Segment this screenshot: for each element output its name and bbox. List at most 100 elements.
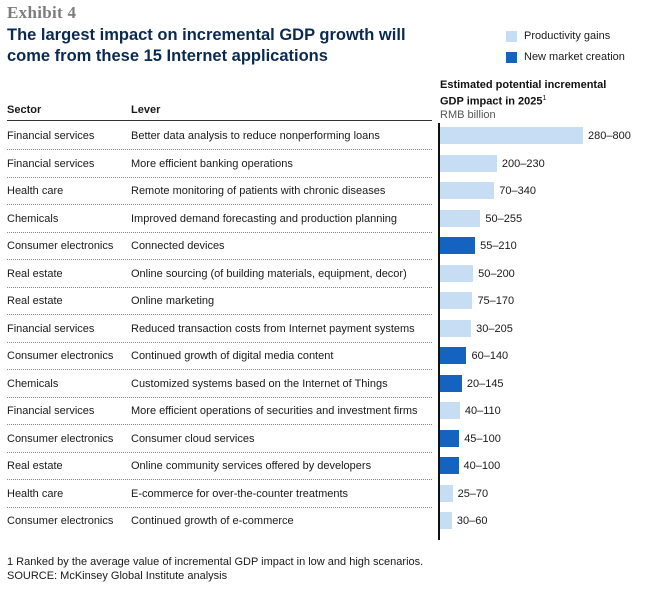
metric-header-line2-text: GDP impact in 2025 (440, 95, 543, 108)
legend-label-new-market: New market creation (524, 51, 625, 63)
data-label: 50–255 (485, 212, 523, 225)
sector-cell: Consumer electronics (7, 515, 114, 527)
lever-cell: E-commerce for over-the-counter treatmen… (131, 487, 349, 500)
data-label: 50–200 (478, 267, 515, 280)
bar (440, 264, 474, 282)
lever-cell: Customized systems based on the Internet… (131, 377, 388, 390)
bar (440, 127, 583, 144)
sector-cell: Financial services (7, 405, 95, 417)
row-divider (7, 314, 432, 315)
lever-cell: Online marketing (131, 295, 215, 307)
header-rule (7, 120, 432, 121)
table-row: Financial services More efficient banking… (0, 151, 645, 178)
lever-cell: Remote monitoring of patients with chron… (131, 185, 386, 197)
chart-rows: Financial services Better data analysis t… (0, 123, 645, 535)
data-label: 280–800 (588, 130, 631, 142)
lever-cell: Continued growth of e-commerce (131, 515, 294, 527)
row-divider (7, 451, 432, 453)
row-divider (7, 176, 432, 178)
metric-header-line1: Estimated potential incremental (440, 79, 607, 91)
metric-unit: RMB billion (440, 108, 496, 121)
table-row: Financial services Better data analysis t… (0, 123, 645, 150)
row-divider (7, 369, 432, 370)
data-label: 75–170 (477, 295, 515, 307)
row-divider (7, 424, 432, 425)
data-label: 60–140 (471, 350, 509, 362)
lever-cell: Connected devices (131, 240, 225, 252)
row-divider (7, 149, 432, 150)
metric-header: Estimated potential incremental GDP impa… (440, 79, 640, 122)
bar (440, 512, 452, 529)
table-row: Real estate Online community services off… (0, 453, 645, 480)
lever-cell: More efficient operations of securities … (131, 405, 418, 417)
lever-cell: Online community services offered by dev… (131, 460, 372, 472)
exhibit-label: Exhibit 4 (7, 3, 77, 22)
row-divider (7, 341, 432, 343)
table-row: Consumer electronics Connected devices 55–… (0, 233, 645, 260)
lever-cell: Improved demand forecasting and producti… (131, 212, 398, 225)
table-row: Chemicals Improved demand forecasting and… (0, 206, 645, 233)
column-header-lever: Lever (131, 104, 161, 116)
bar (440, 237, 476, 254)
table-row: Consumer electronics Continued growth of … (0, 508, 645, 535)
sector-cell: Real estate (7, 267, 63, 280)
footnotes: 1 Ranked by the average value of increme… (7, 555, 423, 583)
bar (440, 292, 473, 309)
data-label: 30–60 (456, 515, 488, 527)
data-label: 40–110 (464, 405, 501, 417)
metric-header-line2: GDP impact in 20251 (440, 92, 640, 109)
table-row: Consumer electronics Continued growth of … (0, 343, 645, 370)
table-row: Financial services More efficient operati… (0, 398, 645, 425)
sector-cell: Financial services (7, 322, 95, 335)
legend-swatch-productivity (506, 30, 517, 42)
row-divider (7, 259, 432, 260)
column-header-sector: Sector (7, 104, 42, 116)
data-label: 30–205 (476, 322, 513, 335)
sector-cell: Real estate (7, 295, 63, 307)
legend: Productivity gains New market creation (506, 27, 625, 69)
lever-cell: More efficient banking operations (131, 157, 293, 170)
legend-item-productivity: Productivity gains (506, 27, 625, 45)
data-label: 20–145 (466, 377, 504, 390)
bar (440, 182, 495, 199)
lever-cell: Reduced transaction costs from Internet … (131, 322, 415, 335)
sector-cell: Chemicals (7, 377, 59, 390)
bar (440, 319, 472, 337)
bar (440, 374, 462, 392)
sector-cell: Financial services (7, 157, 95, 170)
data-label: 40–100 (463, 460, 501, 472)
bar (440, 347, 467, 364)
sector-cell: Chemicals (7, 212, 59, 225)
sector-cell: Health care (7, 487, 64, 500)
bar (440, 457, 459, 474)
data-label: 70–340 (499, 185, 536, 197)
row-divider (7, 204, 432, 205)
footnote-ranking: 1 Ranked by the average value of increme… (7, 556, 424, 568)
sector-cell: Health care (7, 185, 64, 197)
data-label: 25–70 (457, 487, 489, 500)
data-label: 55–210 (480, 240, 517, 252)
lever-cell: Continued growth of digital media conten… (131, 350, 334, 362)
lever-cell: Better data analysis to reduce nonperfor… (131, 130, 380, 142)
table-row: Consumer electronics Consumer cloud servi… (0, 426, 645, 453)
chart-axis-line (438, 123, 440, 540)
chart-title: The largest impact on incremental GDP gr… (7, 26, 406, 65)
sector-cell: Consumer electronics (7, 350, 114, 362)
bar (440, 402, 460, 419)
source-note: SOURCE: McKinsey Global Institute analys… (7, 570, 228, 582)
table-row: Health care Remote monitoring of patients… (0, 178, 645, 205)
legend-swatch-new-market (506, 51, 517, 63)
row-divider (7, 286, 432, 288)
table-row: Chemicals Customized systems based on the… (0, 371, 645, 398)
bar (440, 209, 481, 227)
lever-cell: Consumer cloud services (131, 432, 255, 445)
sector-cell: Consumer electronics (7, 240, 114, 252)
lever-cell: Online sourcing (of building materials, … (131, 267, 407, 280)
data-label: 45–100 (464, 432, 501, 445)
legend-label-productivity: Productivity gains (524, 30, 611, 42)
bar (440, 154, 497, 172)
sector-cell: Financial services (7, 130, 95, 142)
row-divider (7, 396, 432, 398)
bar (440, 484, 453, 502)
table-row: Real estate Online marketing 75–170 (0, 288, 645, 315)
